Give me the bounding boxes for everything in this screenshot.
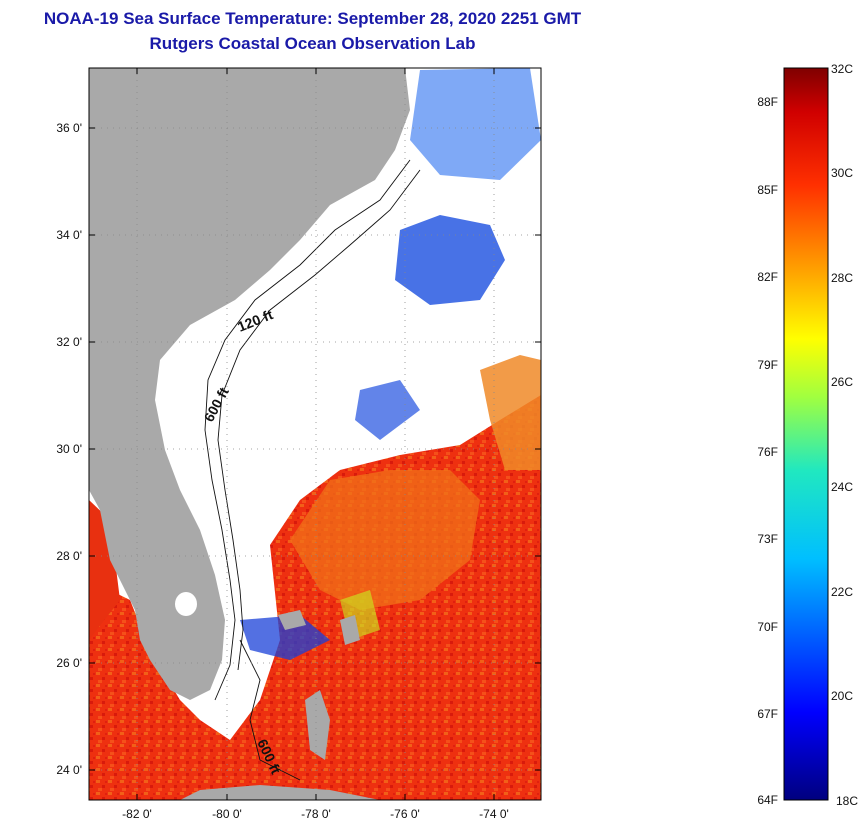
colorbar-c-label: 32C	[831, 62, 853, 76]
colorbar-c-label: 20C	[831, 689, 853, 703]
colorbar-celsius-labels: 32C 30C 28C 26C 24C 22C 20C 18C	[831, 62, 858, 808]
colorbar-f-label: 76F	[757, 445, 778, 459]
lat-label: 34 0'	[56, 228, 82, 242]
colorbar-f-label: 79F	[757, 358, 778, 372]
sst-cool-patches	[240, 68, 541, 660]
colorbar-f-label: 82F	[757, 270, 778, 284]
sst-warm-field	[89, 355, 541, 800]
graticule	[89, 68, 541, 800]
lat-label: 28 0'	[56, 549, 82, 563]
colorbar-c-label: 26C	[831, 375, 853, 389]
colorbar-f-label: 73F	[757, 532, 778, 546]
colorbar-c-label: 28C	[831, 271, 853, 285]
colorbar-f-label: 85F	[757, 183, 778, 197]
lat-label: 24 0'	[56, 763, 82, 777]
lon-label: -74 0'	[479, 807, 509, 821]
colorbar-f-label: 67F	[757, 707, 778, 721]
lat-label: 26 0'	[56, 656, 82, 670]
colorbar-c-label: 24C	[831, 480, 853, 494]
lat-label: 36 0'	[56, 121, 82, 135]
colorbar-c-label: 18C	[836, 794, 858, 808]
colorbar-fahrenheit-labels: 88F 85F 82F 79F 76F 73F 70F 67F 64F	[757, 95, 778, 807]
lat-label: 32 0'	[56, 335, 82, 349]
colorbar-f-label: 64F	[757, 793, 778, 807]
bahamas-islands	[278, 610, 360, 760]
map-canvas: 120 ft 600 ft 600 ft	[89, 68, 541, 800]
colorbar	[783, 67, 829, 801]
bathymetry-contours	[204, 159, 421, 781]
axis-ticks	[89, 68, 541, 800]
colorbar-f-label: 70F	[757, 620, 778, 634]
lon-label: -78 0'	[301, 807, 331, 821]
latitude-labels: 36 0' 34 0' 32 0' 30 0' 28 0' 26 0' 24 0…	[56, 121, 82, 777]
map-frame	[88, 67, 542, 801]
colorbar-c-label: 22C	[831, 585, 853, 599]
land-mainland	[89, 68, 410, 700]
map-title: NOAA-19 Sea Surface Temperature: Septemb…	[43, 9, 582, 28]
lon-label: -80 0'	[212, 807, 242, 821]
lat-label: 30 0'	[56, 442, 82, 456]
longitude-labels: -82 0' -80 0' -78 0' -76 0' -74 0'	[122, 807, 509, 821]
land-cuba	[180, 785, 380, 800]
colorbar-c-label: 30C	[831, 166, 853, 180]
colorbar-f-label: 88F	[757, 95, 778, 109]
map-subtitle: Rutgers Coastal Ocean Observation Lab	[149, 34, 476, 53]
lon-label: -76 0'	[390, 807, 420, 821]
lake-okeechobee	[175, 592, 197, 616]
lon-label: -82 0'	[122, 807, 152, 821]
